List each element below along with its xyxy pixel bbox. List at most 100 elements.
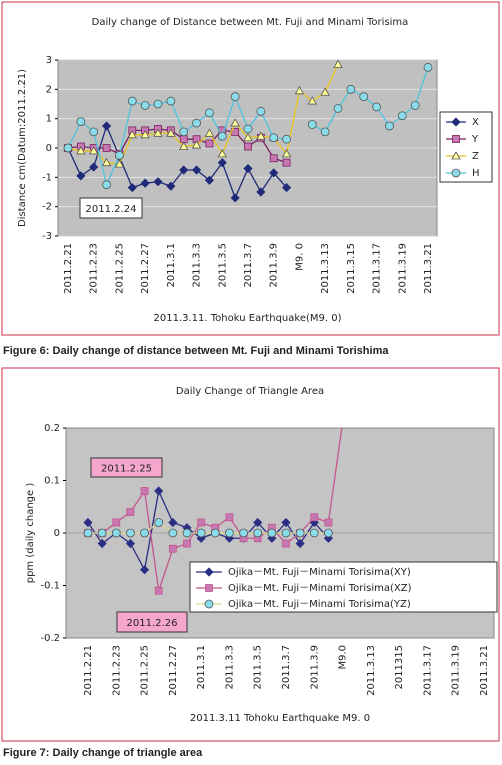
marker: [239, 528, 248, 538]
x-tick-label: M9. 0: [294, 243, 305, 271]
marker: [253, 528, 263, 538]
x-tick-label: 2011.2.25: [114, 243, 125, 294]
marker: [256, 187, 266, 197]
legend-label: X: [472, 117, 479, 128]
marker: [166, 96, 176, 106]
annotation: 2011.2.25: [101, 464, 152, 475]
marker: [179, 165, 189, 175]
y-tick-label: -0.2: [40, 633, 60, 644]
marker: [225, 513, 234, 522]
marker: [243, 124, 253, 134]
x-tick-label: 2011.3.5: [217, 243, 228, 288]
x-axis-label: 2011.3.11 Tohoku Earthquake M9. 0: [190, 713, 370, 724]
marker: [410, 101, 420, 110]
y-tick-label: 3: [46, 55, 52, 66]
series-group: [83, 428, 343, 595]
marker: [346, 84, 356, 94]
x-tick-label: 2011.2.21: [83, 645, 94, 696]
marker: [114, 159, 125, 168]
marker: [154, 486, 164, 496]
x-tick-label: 2011.3.9: [309, 645, 320, 690]
marker: [230, 92, 240, 102]
marker: [451, 117, 461, 127]
marker: [168, 528, 178, 538]
marker: [112, 518, 121, 527]
marker: [89, 146, 99, 155]
marker: [168, 544, 177, 553]
marker: [210, 528, 220, 538]
marker: [154, 518, 164, 527]
marker: [281, 528, 291, 538]
marker: [451, 151, 461, 160]
marker: [83, 517, 93, 528]
marker: [63, 143, 73, 153]
marker: [372, 102, 381, 112]
figure-frame: [1, 1, 500, 336]
marker: [333, 104, 343, 113]
marker: [307, 120, 317, 129]
marker: [324, 528, 333, 538]
x-tick-label: 2011.3.13: [366, 645, 377, 696]
marker: [205, 584, 213, 592]
y-tick-label: 0.1: [44, 476, 60, 487]
marker: [127, 183, 137, 193]
x-tick-label: 2011.2.27: [168, 645, 179, 696]
y-tick-label: 2: [46, 84, 52, 95]
legend-label: H: [472, 168, 480, 179]
marker: [127, 96, 137, 106]
marker: [140, 565, 150, 575]
x-tick-label: 2011.3.17: [422, 645, 433, 696]
x-tick-label: 2011.3.1: [196, 645, 207, 690]
marker: [192, 165, 202, 175]
x-tick-label: 2011.2.23: [111, 645, 122, 696]
marker: [83, 528, 93, 538]
annotation-box: [116, 611, 188, 633]
x-tick-label: 2011.3.3: [192, 243, 203, 288]
marker: [324, 518, 333, 527]
x-tick-label: 2011.3.7: [281, 645, 292, 690]
marker: [140, 101, 150, 110]
marker: [230, 193, 240, 203]
annotation-box: [90, 457, 163, 478]
y-tick-label: -2: [42, 202, 52, 213]
legend-label: Ojika－Mt. Fuji－Minami Torisima(XZ): [228, 583, 412, 594]
caption: Figure 7: Daily change of triangle area: [3, 747, 203, 759]
y-tick-label: -1: [42, 172, 52, 183]
marker: [385, 121, 394, 131]
marker: [102, 144, 111, 152]
marker: [320, 87, 330, 96]
marker: [451, 168, 461, 178]
x-tick-label: 2011315: [394, 645, 405, 690]
marker: [179, 127, 189, 137]
marker: [153, 128, 163, 137]
x-tick-label: 2011.3.3: [224, 645, 235, 690]
x-tick-label: 2011.3.9: [269, 243, 280, 288]
marker: [166, 181, 176, 191]
marker: [97, 528, 107, 538]
marker: [76, 146, 86, 155]
x-tick-label: 2011.3.19: [397, 243, 408, 294]
marker: [452, 135, 460, 143]
marker: [307, 96, 317, 105]
marker: [153, 99, 163, 109]
x-tick-label: 2011.2.23: [89, 243, 100, 294]
y-tick-label: 1: [46, 114, 52, 125]
x-tick-label: 2011.3.15: [346, 243, 357, 294]
marker: [76, 171, 86, 181]
x-tick-label: 2011.3.5: [253, 645, 264, 690]
marker: [282, 134, 291, 144]
y-tick-label: 0.2: [44, 423, 60, 434]
marker: [269, 133, 279, 143]
marker: [179, 135, 188, 144]
x-tick-label: 2011.2.21: [63, 243, 74, 294]
marker: [320, 127, 330, 137]
x-tick-label: 2011.3.19: [451, 645, 462, 696]
marker: [183, 539, 191, 548]
marker: [101, 157, 112, 167]
marker: [294, 85, 305, 95]
marker: [282, 158, 291, 167]
marker: [102, 180, 111, 190]
marker: [140, 487, 149, 495]
